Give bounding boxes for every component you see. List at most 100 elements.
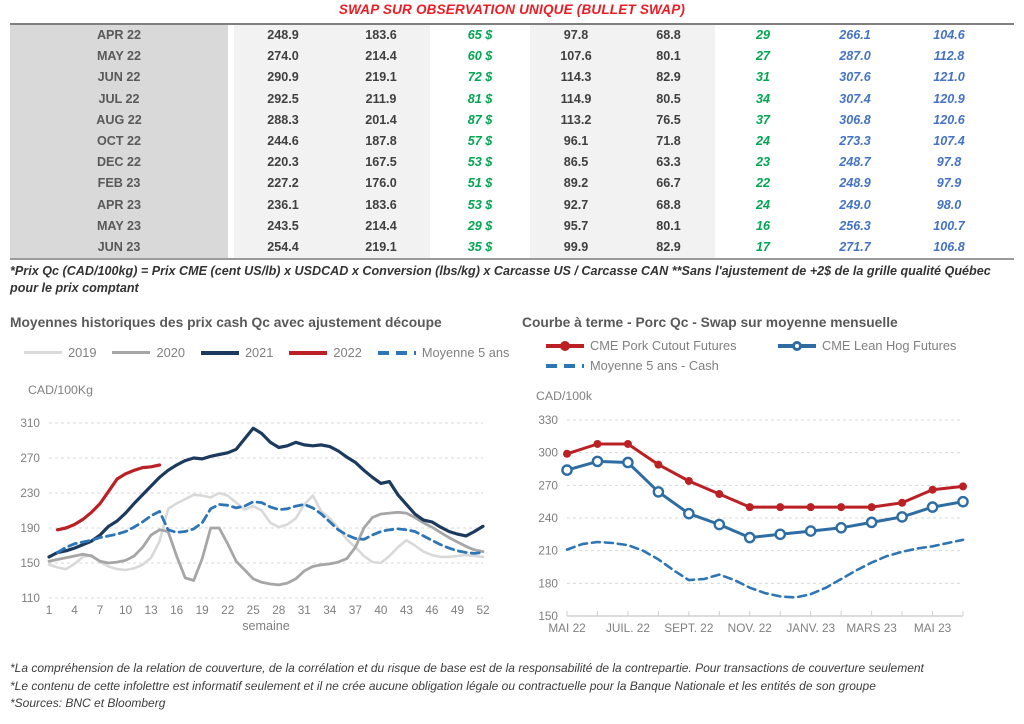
- svg-text:43: 43: [400, 603, 414, 617]
- legend-item: Moyenne 5 ans - Cash: [546, 358, 719, 373]
- chart-left-y-axis-label: CAD/100Kg: [28, 383, 93, 397]
- table-cell: 68.8: [622, 25, 715, 47]
- legend-label: 2020: [156, 345, 185, 360]
- svg-text:52: 52: [476, 603, 489, 617]
- table-cell: 23: [715, 152, 811, 174]
- svg-text:180: 180: [538, 576, 558, 590]
- table-cell: 35 $: [430, 236, 530, 259]
- chart-right-plot: 150 180 210 240 270 300 330 MAI 22 JUIL. 22 SEPT.…: [538, 413, 969, 635]
- svg-text:34: 34: [323, 603, 337, 617]
- table-cell: 99.9: [530, 236, 622, 259]
- legend-label: CME Lean Hog Futures: [822, 338, 957, 353]
- table-cell: 201.4: [332, 109, 430, 131]
- table-cell: 120.9: [899, 88, 999, 110]
- table-row-month: APR 22: [10, 25, 228, 47]
- table-footnote: *Prix Qc (CAD/100kg) = Prix CME (cent US…: [10, 264, 991, 295]
- table-row-month: JUL 22: [10, 88, 228, 110]
- table-cell: 306.8: [811, 109, 899, 131]
- svg-text:28: 28: [272, 603, 286, 617]
- legend-label: Moyenne 5 ans: [421, 345, 510, 360]
- table-cell: 65 $: [430, 25, 530, 47]
- table-cell: [999, 88, 1014, 110]
- legend-line-swatch-icon: [546, 340, 584, 352]
- table-cell: 287.0: [811, 46, 899, 68]
- chart-left-plot: 110 150 190 230 270 310 1 4 7 10 13 16 19 22 25 28 31 34 3…: [20, 416, 489, 633]
- table-cell: 114.3: [530, 67, 622, 89]
- table-cell: [999, 236, 1014, 259]
- table-cell: 248.7: [811, 152, 899, 174]
- legend-label: 2019: [68, 345, 97, 360]
- table-cell: 107.6: [530, 46, 622, 68]
- table-cell: 120.6: [899, 109, 999, 131]
- table-row-month: OCT 22: [10, 130, 228, 153]
- legend-line-swatch-icon: [112, 347, 151, 359]
- chart-left-title: Moyennes historiques des prix cash Qc av…: [10, 315, 442, 330]
- table-cell: 53 $: [430, 152, 530, 174]
- table-cell: 92.7: [530, 194, 622, 216]
- svg-text:46: 46: [425, 603, 439, 617]
- svg-text:49: 49: [451, 603, 464, 617]
- table-cell: 274.0: [234, 46, 332, 68]
- table-cell: [228, 88, 234, 110]
- table-cell: 211.9: [332, 88, 430, 110]
- chart-right-title: Courbe à terme - Porc Qc - Swap sur moye…: [522, 315, 898, 330]
- legend-label: Moyenne 5 ans - Cash: [590, 358, 719, 373]
- table-cell: 271.7: [811, 236, 899, 259]
- svg-text:16: 16: [170, 603, 184, 617]
- svg-text:7: 7: [97, 603, 104, 617]
- table-cell: 112.8: [899, 46, 999, 68]
- table-cell: 248.9: [234, 25, 332, 47]
- table-cell: 72 $: [430, 67, 530, 89]
- svg-text:110: 110: [21, 591, 40, 605]
- legend-line-swatch-icon: [24, 347, 62, 359]
- table-cell: [228, 46, 234, 68]
- table-cell: 76.5: [622, 109, 715, 131]
- table-cell: [228, 173, 234, 195]
- table-cell: [228, 215, 234, 237]
- svg-text:330: 330: [538, 413, 558, 427]
- table-cell: 307.4: [811, 88, 899, 110]
- chart-right-legend: CME Pork Cutout Futures CME Lean Hog Futu…: [546, 338, 1018, 373]
- table-cell: [228, 236, 234, 259]
- svg-text:JUIL. 22: JUIL. 22: [606, 621, 650, 635]
- legend-line-swatch-icon: [778, 340, 816, 352]
- svg-text:JANV. 23: JANV. 23: [786, 621, 835, 635]
- table-cell: 86.5: [530, 152, 622, 174]
- svg-text:4: 4: [71, 603, 78, 617]
- svg-text:270: 270: [538, 478, 558, 492]
- table-cell: 81 $: [430, 88, 530, 110]
- table-cell: 95.7: [530, 215, 622, 237]
- table-cell: [228, 67, 234, 89]
- table-cell: 113.2: [530, 109, 622, 131]
- svg-text:SEPT. 22: SEPT. 22: [664, 621, 713, 635]
- table-cell: 34: [715, 88, 811, 110]
- table-row-month: MAY 23: [10, 215, 228, 237]
- svg-text:13: 13: [145, 603, 159, 617]
- table-cell: 16: [715, 215, 811, 237]
- table-cell: 290.9: [234, 67, 332, 89]
- table-cell: 227.2: [234, 173, 332, 195]
- legend-item: 2022: [289, 345, 362, 360]
- chart-left-legend: 2019 2020 2021 2022 Moyenne 5 ans: [24, 345, 515, 360]
- table-cell: 27: [715, 46, 811, 68]
- table-cell: 249.0: [811, 194, 899, 216]
- svg-text:1: 1: [46, 603, 53, 617]
- svg-text:MARS 23: MARS 23: [846, 621, 897, 635]
- table-cell: 187.8: [332, 130, 430, 153]
- table-cell: 114.9: [530, 88, 622, 110]
- table-cell: [228, 194, 234, 216]
- legend-item: Moyenne 5 ans: [377, 345, 510, 360]
- table-cell: [999, 130, 1014, 153]
- table-cell: 176.0: [332, 173, 430, 195]
- table-cell: 104.6: [899, 25, 999, 47]
- table-cell: [228, 152, 234, 174]
- svg-text:300: 300: [538, 446, 558, 460]
- table-cell: 97.8: [899, 152, 999, 174]
- swap-table: APR 22 248.9 183.6 65 $97.8 68.8 29 266.1 104.6…: [10, 23, 1014, 261]
- table-cell: 37: [715, 109, 811, 131]
- table-cell: 214.4: [332, 215, 430, 237]
- table-cell: 80.1: [622, 46, 715, 68]
- table-cell: 98.0: [899, 194, 999, 216]
- table-row-month: FEB 23: [10, 173, 228, 195]
- table-cell: 107.4: [899, 130, 999, 153]
